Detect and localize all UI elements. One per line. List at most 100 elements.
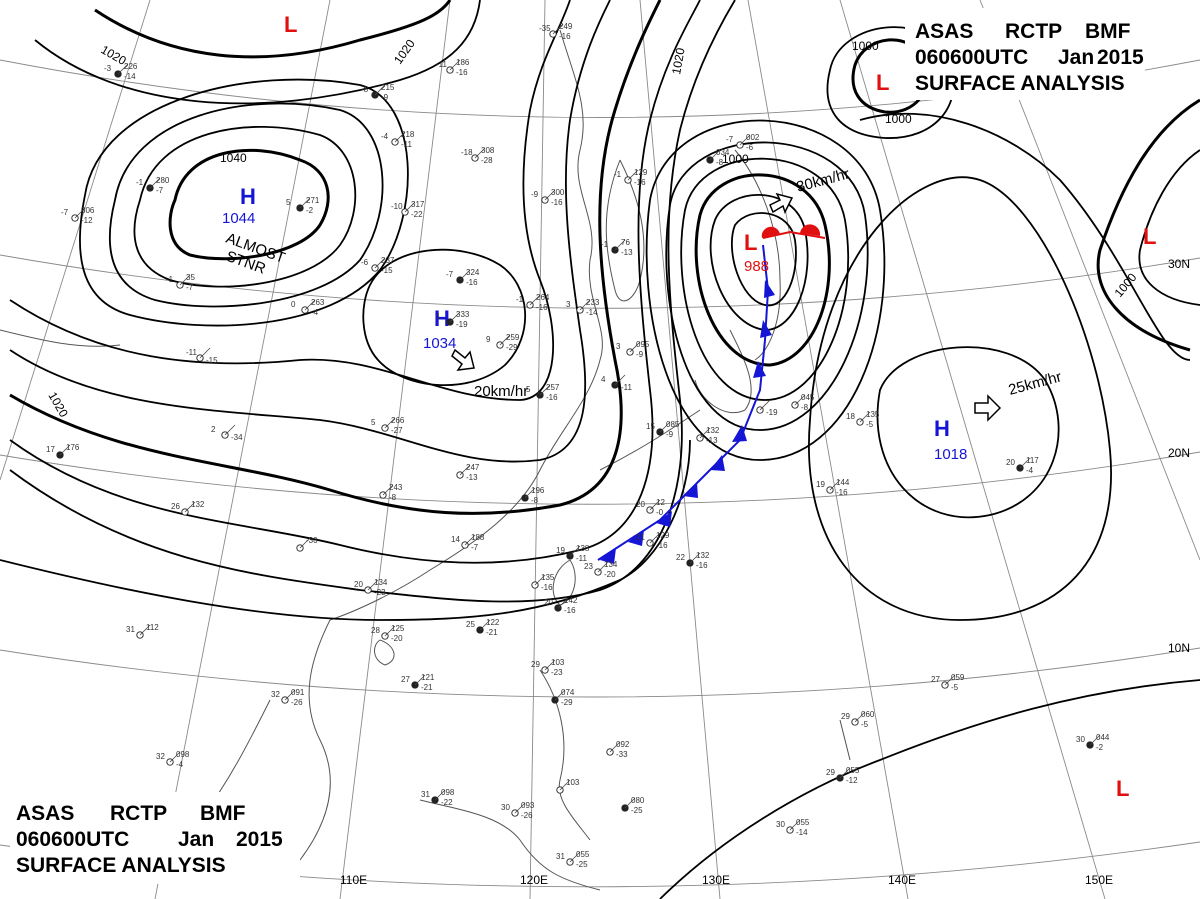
station-temperature: 2 [211, 425, 216, 434]
station-plot: -4 218-11 [381, 130, 415, 149]
station-dewpoint: -4 [1026, 466, 1034, 475]
station-temperature: 20 [1006, 458, 1015, 467]
wind-barb [739, 134, 751, 146]
isobar-1004 [680, 157, 850, 401]
station-dewpoint: -2 [1096, 743, 1104, 752]
station-pressure: 092 [616, 740, 630, 749]
station-temperature: 1 [436, 312, 441, 321]
station-pressure: 218 [401, 130, 415, 139]
header-top-bg [905, 8, 1145, 100]
station-temperature: 5 [526, 385, 531, 394]
station-temperature: 5 [286, 198, 291, 207]
station-dewpoint: -9 [381, 93, 389, 102]
station-dewpoint: -34 [231, 433, 243, 442]
coast-indochina [299, 619, 331, 861]
high-pacific-symbol: H [934, 416, 950, 441]
wind-barb [499, 334, 511, 346]
station-dewpoint: -9 [636, 350, 644, 359]
station-temperature: 29 [841, 712, 850, 721]
station-plot: 9 259-29 [486, 333, 520, 352]
station-plot: 19 138-11 [556, 544, 590, 563]
isobar-1008-pacific [859, 112, 1191, 361]
station-temperature: -9 [531, 190, 539, 199]
lat-label-20n: 20N [1168, 446, 1190, 460]
wind-barb [649, 532, 661, 544]
latitude-line-20n [0, 451, 1200, 505]
wind-barb [59, 444, 71, 456]
station-temperature: 22 [676, 553, 685, 562]
station-plot: 045-8 [791, 393, 815, 412]
station-plot: 32 091-26 [271, 688, 305, 707]
isobar-1008-low [665, 141, 869, 431]
warm-front-lobe [761, 226, 780, 238]
station-pressure: -30 [306, 536, 318, 545]
station-pressure: 098 [441, 788, 455, 797]
station-temperature: 3 [616, 342, 621, 351]
header-top: ASAS RCTP BMF 060600UTC Jan 2015 SURFACE… [905, 8, 1145, 100]
isobar-1008-south [0, 439, 691, 621]
station-dewpoint: -8 [389, 493, 397, 502]
station-plot: 23 134-20 [584, 560, 618, 579]
isobar-1000-low [694, 173, 831, 367]
arrow-pacific-high-motion [974, 394, 1002, 422]
station-plot: 27 121-21 [401, 673, 435, 692]
station-dewpoint: -25 [631, 806, 643, 815]
low-kamchatka-symbol: L [876, 70, 889, 95]
station-temperature: 20 [544, 598, 553, 607]
station-dewpoint: -14 [124, 72, 136, 81]
longitude-line-150e [839, 0, 1106, 899]
station-dewpoint: -16 [656, 541, 668, 550]
station-dewpoint: -33 [616, 750, 628, 759]
wind-barb [569, 851, 581, 863]
station-plot: -1 264-16 [516, 293, 550, 312]
latitude-line-10n [0, 647, 1200, 698]
wind-barb [367, 579, 379, 591]
station-dewpoint: -12 [846, 776, 858, 785]
station-temperature: 25 [466, 620, 475, 629]
wind-barb [794, 394, 806, 406]
station-dewpoint: -16 [541, 583, 553, 592]
station-plot: 15 085-9 [646, 420, 680, 439]
wind-barb [1019, 457, 1031, 469]
station-plot: 18 135-5 [846, 410, 880, 429]
wind-barb [414, 674, 426, 686]
station-dewpoint: -29 [506, 343, 518, 352]
station-plot: -7 002-6 [726, 133, 760, 152]
station-plot: 1 333-19 [436, 310, 470, 329]
station-pressure: 098 [176, 750, 190, 759]
station-dewpoint: -22 [411, 210, 423, 219]
station-pressure: 271 [306, 196, 320, 205]
header-bottom-product: BMF [200, 802, 246, 825]
station-dewpoint: -13 [706, 436, 718, 445]
arrow-china-high-motion [451, 348, 475, 371]
station-plot: 074-29 [551, 688, 575, 707]
station-pressure: 095 [636, 340, 650, 349]
station-dewpoint: -16 [546, 393, 558, 402]
station-pressure: 074 [561, 688, 575, 697]
header-top-center: RCTP [1005, 20, 1062, 43]
station-temperature: 32 [156, 752, 165, 761]
header-bottom-title: SURFACE ANALYSIS [16, 854, 226, 877]
isobar-1028-west [9, 0, 571, 401]
isobar-1000-east [1096, 98, 1200, 352]
station-plot: -35 249-16 [539, 22, 573, 41]
lon-label-120e: 120E [520, 873, 548, 887]
station-pressure: 093 [521, 801, 535, 810]
wind-barb [554, 689, 566, 701]
station-pressure: 263 [311, 298, 325, 307]
station-plot: 0 263-4 [291, 298, 325, 317]
station-temperature: 0 [291, 300, 296, 309]
wind-barb [544, 659, 556, 671]
station-temperature: 31 [556, 852, 565, 861]
station-pressure: 134 [604, 560, 618, 569]
isobar-1012-west [9, 0, 736, 603]
wind-barb [539, 384, 551, 396]
station-dewpoint: -16 [536, 303, 548, 312]
isobar-1020-west [9, 0, 662, 515]
wind-barb [199, 347, 211, 359]
isobar-996 [709, 193, 809, 331]
station-pressure: 247 [466, 463, 480, 472]
isobar-1020-north [94, 0, 452, 59]
station-temperature: -1 [614, 170, 622, 179]
